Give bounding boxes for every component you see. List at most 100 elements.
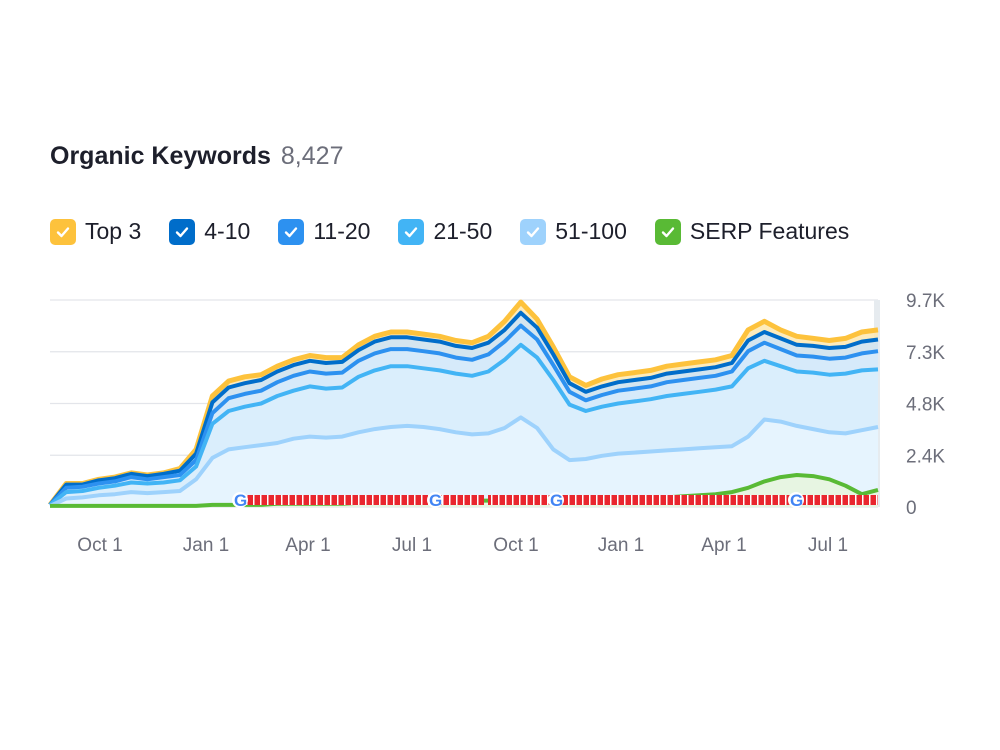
checkbox-51-100[interactable] — [520, 218, 547, 245]
series-areas — [50, 302, 878, 507]
series-lines — [48, 299, 879, 508]
line-51-100[interactable] — [49, 415, 879, 508]
serp-marker-tick — [701, 495, 703, 505]
serp-marker-tick — [477, 495, 479, 505]
checkmark-icon — [285, 226, 298, 237]
serp-marker-tick — [505, 495, 507, 505]
serp-marker-tick — [519, 495, 521, 505]
serp-marker-tick — [778, 495, 780, 505]
serp-marker-tick — [610, 495, 612, 505]
serp-marker-tick — [862, 495, 864, 505]
serp-marker-tick — [526, 495, 528, 505]
serp-marker-tick — [393, 495, 395, 505]
serp-marker-tick — [463, 495, 465, 505]
line-top-3[interactable] — [48, 299, 879, 507]
serp-marker-tick — [631, 495, 633, 505]
serp-marker-tick — [596, 495, 598, 505]
serp-marker-tick — [687, 495, 689, 505]
checkmark-icon — [527, 226, 540, 237]
google-icon-letter: G — [550, 491, 563, 510]
legend-item-4-10[interactable]: 4-10 — [169, 218, 250, 245]
y-tick-label: 4.8K — [906, 395, 945, 416]
legend: Top 3 4-10 11-20 21-50 51-100 SERP Featu… — [50, 218, 877, 245]
serp-marker-tick — [582, 495, 584, 505]
google-icon[interactable] — [788, 492, 804, 508]
serp-marker-tick — [372, 495, 374, 505]
legend-label: 4-10 — [204, 218, 251, 244]
serp-marker-tick — [820, 495, 822, 505]
serp-marker-tick — [757, 495, 759, 505]
x-tick-label: Jan 1 — [183, 535, 229, 556]
serp-marker-tick — [533, 495, 535, 505]
serp-marker-tick — [694, 495, 696, 505]
checkmark-icon — [661, 226, 675, 237]
serp-marker-tick — [729, 495, 731, 505]
serp-marker-tick — [722, 495, 724, 505]
serp-marker-tick — [575, 495, 577, 505]
serp-marker-tick — [351, 495, 353, 505]
serp-marker-bar — [488, 495, 878, 505]
checkbox-21-50[interactable] — [398, 218, 425, 245]
google-icon-letter: G — [234, 491, 247, 510]
serp-marker-tick — [274, 495, 276, 505]
x-axis: Oct 1 Jan 1 Apr 1 Jul 1 Oct 1 Jan 1 Apr 1 Jul 1 — [77, 535, 848, 556]
legend-item-21-50[interactable]: 21-50 — [398, 218, 492, 245]
line-11-20[interactable] — [48, 323, 879, 507]
serp-marker-tick — [449, 495, 451, 505]
serp-marker-tick — [736, 495, 738, 505]
keywords-chart[interactable]: G G G G 0 2.4K 4.8K 7.3K 9.7K Oct 1 Jan 1 Apr 1 Ju… — [0, 280, 1000, 570]
serp-marker-tick — [365, 495, 367, 505]
google-icon[interactable] — [232, 492, 248, 508]
serp-marker-tick — [547, 495, 549, 505]
serp-marker-tick — [750, 495, 752, 505]
checkbox-4-10[interactable] — [169, 218, 196, 245]
legend-item-51-100[interactable]: 51-100 — [520, 218, 627, 245]
checkbox-serp-features[interactable] — [654, 218, 681, 245]
serp-marker-tick — [743, 495, 745, 505]
serp-marker-tick — [358, 495, 360, 505]
serp-marker-tick — [680, 495, 682, 505]
area-51-100 — [50, 417, 878, 507]
legend-label: SERP Features — [689, 218, 850, 244]
total-count: 8,427 — [280, 142, 344, 170]
checkbox-top-3[interactable] — [50, 218, 76, 245]
serp-marker-tick — [309, 495, 311, 505]
serp-marker-tick — [267, 495, 269, 505]
legend-item-serp-features[interactable]: SERP Features — [654, 218, 850, 245]
serp-marker-tick — [876, 495, 878, 505]
line-4-10[interactable] — [48, 310, 879, 507]
serp-marker-tick — [281, 495, 283, 505]
y-tick-label: 7.3K — [906, 343, 945, 364]
serp-marker-tick — [337, 495, 339, 505]
serp-marker-tick — [764, 495, 766, 505]
serp-marker-tick — [498, 495, 500, 505]
serp-marker-tick — [386, 495, 388, 505]
google-icon[interactable] — [548, 492, 564, 508]
x-tick-label: Jan 1 — [598, 535, 644, 556]
legend-label: 11-20 — [313, 218, 371, 244]
y-tick-label: 0 — [906, 498, 917, 519]
serp-marker-tick — [344, 495, 346, 505]
serp-marker-tick — [323, 495, 325, 505]
serp-marker-tick — [589, 495, 591, 505]
serp-marker-tick — [260, 495, 262, 505]
serp-marker-tick — [848, 495, 850, 505]
google-icon[interactable] — [427, 492, 443, 508]
serp-marker-tick — [295, 495, 297, 505]
x-tick-label: Oct 1 — [493, 535, 538, 556]
serp-marker-tick — [330, 495, 332, 505]
serp-marker-tick — [673, 495, 675, 505]
x-tick-label: Apr 1 — [701, 535, 746, 556]
line-21-50[interactable] — [48, 342, 879, 507]
legend-item-top-3[interactable]: Top 3 — [50, 218, 141, 245]
serp-marker-tick — [771, 495, 773, 505]
chart-title: Organic Keywords — [50, 142, 271, 170]
checkmark-icon — [176, 226, 189, 237]
serp-marker-tick — [659, 495, 661, 505]
legend-label: 21-50 — [433, 218, 493, 244]
checkbox-11-20[interactable] — [278, 218, 305, 245]
serp-marker-tick — [379, 495, 381, 505]
serp-marker-tick — [568, 495, 570, 505]
legend-item-11-20[interactable]: 11-20 — [278, 218, 370, 245]
